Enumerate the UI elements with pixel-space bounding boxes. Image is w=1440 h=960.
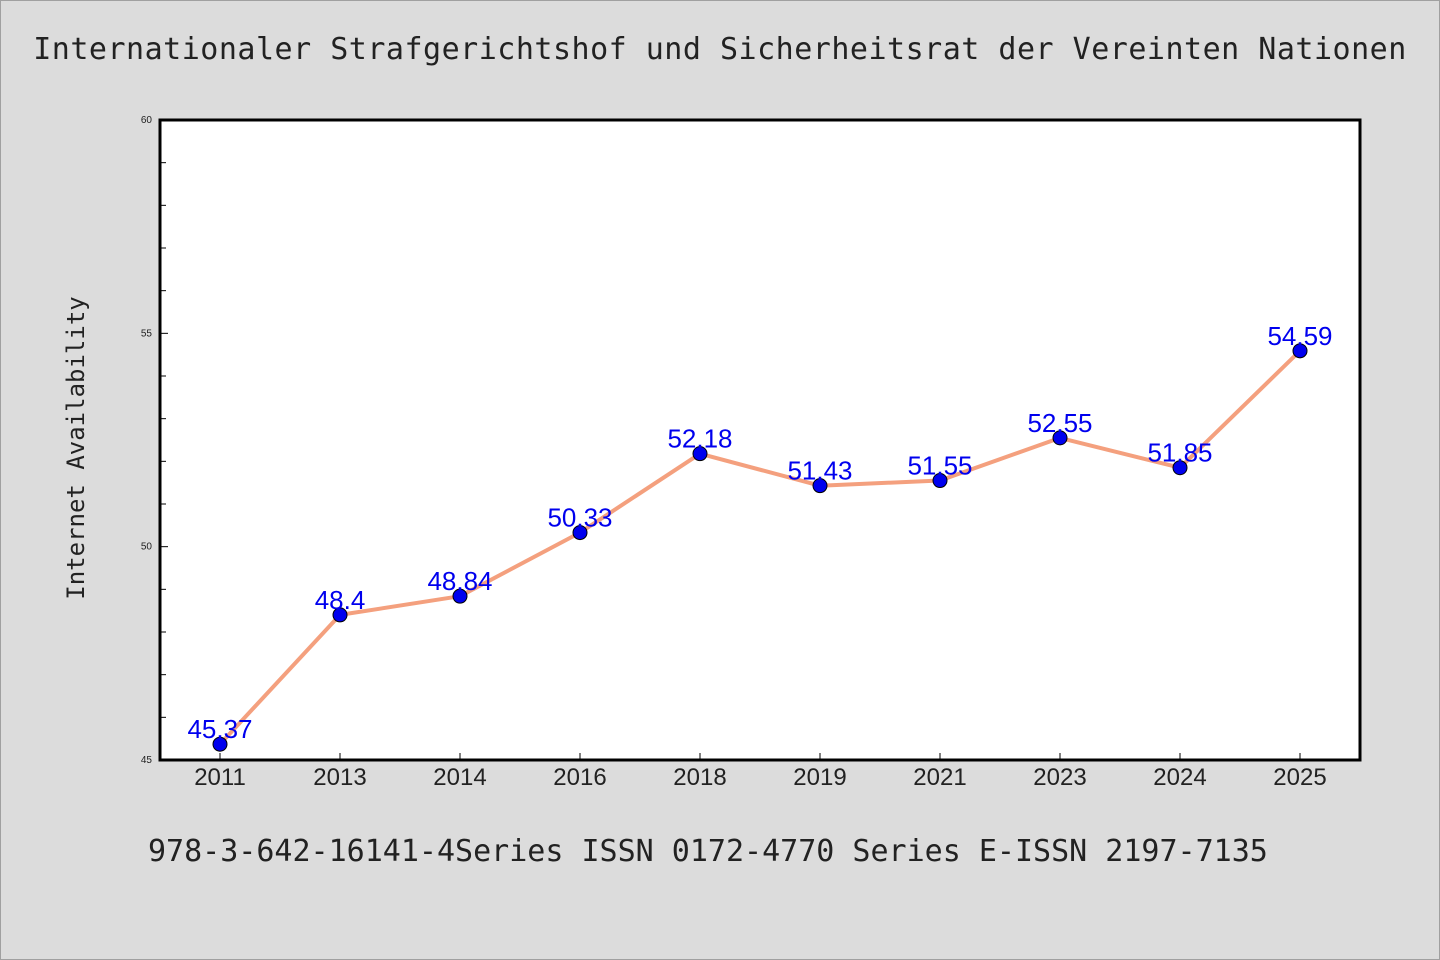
y-tick-label: 55 <box>141 328 153 339</box>
data-label: 50.33 <box>547 503 612 533</box>
x-tick-label: 2013 <box>313 764 366 791</box>
data-label: 48.4 <box>315 585 366 615</box>
x-tick-label: 2014 <box>433 764 486 791</box>
data-point <box>932 473 948 489</box>
data-point <box>1292 343 1308 359</box>
plot-border <box>158 118 1362 762</box>
y-tick-label: 50 <box>141 542 153 553</box>
x-tick-label: 2024 <box>1153 764 1206 791</box>
y-tick-label: 45 <box>141 755 153 766</box>
data-point <box>812 478 828 494</box>
footer-isbn: 978-3-642-16141-4Series ISSN 0172-4770 S… <box>148 834 1268 869</box>
data-label: 48.84 <box>427 566 492 596</box>
data-point <box>572 525 588 541</box>
data-label: 51.43 <box>787 456 852 486</box>
x-tick-label: 2019 <box>793 764 846 791</box>
data-label: 51.85 <box>1147 438 1212 468</box>
x-tick-label: 2018 <box>673 764 726 791</box>
data-point <box>332 607 348 623</box>
chart-title: Internationaler Strafgerichtshof und Sic… <box>33 32 1407 67</box>
series-line <box>218 349 1302 746</box>
data-labels: 45.37 48.4 48.84 50.33 52.18 51.43 51.55 52.55 5… <box>187 321 1332 744</box>
data-label: 51.55 <box>907 451 972 481</box>
x-tick-label: 2025 <box>1273 764 1326 791</box>
data-point <box>452 588 468 604</box>
x-tick-label: 2023 <box>1033 764 1086 791</box>
data-point <box>692 446 708 462</box>
y-tick-label: 60 <box>141 115 153 126</box>
data-label: 52.55 <box>1027 408 1092 438</box>
data-point <box>212 736 228 752</box>
x-axis-ticks: 2011 2013 2014 2016 2018 2019 2021 2023 2024 2025 <box>194 753 1327 791</box>
data-label: 52.18 <box>667 424 732 454</box>
plot-area <box>160 120 1360 760</box>
data-point <box>1052 430 1068 446</box>
x-tick-label: 2011 <box>194 764 246 791</box>
data-label: 54.59 <box>1267 321 1332 351</box>
x-tick-label: 2016 <box>553 764 606 791</box>
data-point <box>1172 460 1188 476</box>
series-markers <box>212 343 1308 752</box>
data-label: 45.37 <box>187 714 252 744</box>
x-tick-label: 2021 <box>913 764 966 791</box>
